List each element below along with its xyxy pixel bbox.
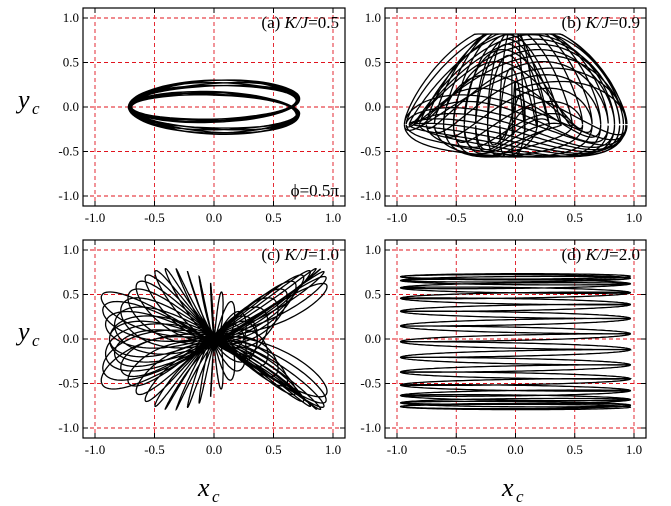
x-label-sub-right: c bbox=[516, 487, 524, 506]
y-tick-label: -0.5 bbox=[58, 376, 79, 391]
y-label-sub-bottom: c bbox=[32, 331, 40, 350]
x-tick-label: 0.0 bbox=[206, 442, 222, 457]
x-tick-label: -1.0 bbox=[85, 210, 106, 225]
y-tick-label: 0.5 bbox=[63, 287, 79, 302]
y-tick-label: -1.0 bbox=[360, 188, 381, 203]
y-tick-label: 0.0 bbox=[63, 331, 79, 346]
x-tick-label: 0.5 bbox=[567, 442, 583, 457]
y-tick-label: 0.0 bbox=[365, 99, 381, 114]
y-tick-label: 0.0 bbox=[365, 331, 381, 346]
y-tick-label: -0.5 bbox=[360, 376, 381, 391]
panel-a: -1.0 -0.5 0.0 0.5 1.0 -1.0 -0.5 0.0 0.5 1.0 (a) K/… bbox=[58, 7, 346, 225]
panel-label-a: (a) K/J=0.5 bbox=[261, 13, 339, 32]
panel-label-d: (d) K/J=2.0 bbox=[561, 245, 640, 264]
x-tick-label: -1.0 bbox=[387, 442, 408, 457]
trajectory-d bbox=[399, 273, 632, 411]
panel-label-c: (c) K/J=1.0 bbox=[261, 245, 339, 264]
x-tick-label: 1.0 bbox=[626, 442, 642, 457]
x-tick-label: -1.0 bbox=[85, 442, 106, 457]
x-tick-label: 0.5 bbox=[265, 210, 281, 225]
x-axis-label-left: x c bbox=[197, 473, 220, 506]
x-label-sub-left: c bbox=[212, 487, 220, 506]
x-tick-label: 1.0 bbox=[325, 442, 341, 457]
x-tick-label: 0.5 bbox=[265, 442, 281, 457]
x-tick-label: 1.0 bbox=[325, 210, 341, 225]
y-tick-label: -0.5 bbox=[58, 144, 79, 159]
x-tick-label: 1.0 bbox=[626, 210, 642, 225]
panel-c: -1.0 -0.5 0.0 0.5 1.0 -1.0 -0.5 0.0 0.5 1.0 (c) K/… bbox=[58, 239, 346, 457]
y-label-sub-top: c bbox=[32, 99, 40, 118]
x-axis-label-right: x c bbox=[501, 473, 524, 506]
y-tick-label: 1.0 bbox=[365, 10, 381, 25]
panels-group: -1.0 -0.5 0.0 0.5 1.0 -1.0 -0.5 0.0 0.5 1.0 (a) K/… bbox=[58, 7, 647, 457]
trajectory-b bbox=[403, 33, 628, 158]
trajectory-c bbox=[100, 267, 328, 411]
y-tick-label: -1.0 bbox=[58, 420, 79, 435]
y-tick-label: 1.0 bbox=[365, 242, 381, 257]
x-tick-label: 0.0 bbox=[507, 442, 523, 457]
y-tick-label: 1.0 bbox=[63, 10, 79, 25]
y-axis-label-bottom: y c bbox=[15, 317, 40, 350]
x-label-main-left: x bbox=[197, 473, 210, 502]
y-tick-label: -0.5 bbox=[360, 144, 381, 159]
y-axis-label-top: y c bbox=[15, 85, 40, 118]
x-tick-label: -0.5 bbox=[144, 442, 165, 457]
y-label-main-bottom: y bbox=[15, 317, 30, 346]
y-tick-label: 0.0 bbox=[63, 99, 79, 114]
x-tick-label: 0.0 bbox=[206, 210, 222, 225]
x-tick-label: 0.0 bbox=[507, 210, 523, 225]
panel-label-b: (b) K/J=0.9 bbox=[561, 13, 640, 32]
y-tick-label: 0.5 bbox=[365, 287, 381, 302]
y-tick-label: 0.5 bbox=[63, 55, 79, 70]
y-tick-label: 0.5 bbox=[365, 55, 381, 70]
trajectory-a bbox=[127, 79, 301, 135]
phi-annotation: ϕ=0.5π bbox=[291, 181, 340, 200]
x-tick-label: 0.5 bbox=[567, 210, 583, 225]
x-tick-label: -0.5 bbox=[446, 442, 467, 457]
y-tick-label: -1.0 bbox=[58, 188, 79, 203]
x-label-main-right: x bbox=[501, 473, 514, 502]
x-tick-label: -0.5 bbox=[446, 210, 467, 225]
panel-d: -1.0 -0.5 0.0 0.5 1.0 -1.0 -0.5 0.0 0.5 1.0 (d) K/… bbox=[360, 239, 647, 457]
x-tick-label: -1.0 bbox=[387, 210, 408, 225]
x-tick-label: -0.5 bbox=[144, 210, 165, 225]
y-label-main-top: y bbox=[15, 85, 30, 114]
panel-b: -1.0 -0.5 0.0 0.5 1.0 -1.0 -0.5 0.0 0.5 1.0 (b) K/… bbox=[360, 7, 647, 225]
y-tick-label: -1.0 bbox=[360, 420, 381, 435]
y-tick-label: 1.0 bbox=[63, 242, 79, 257]
